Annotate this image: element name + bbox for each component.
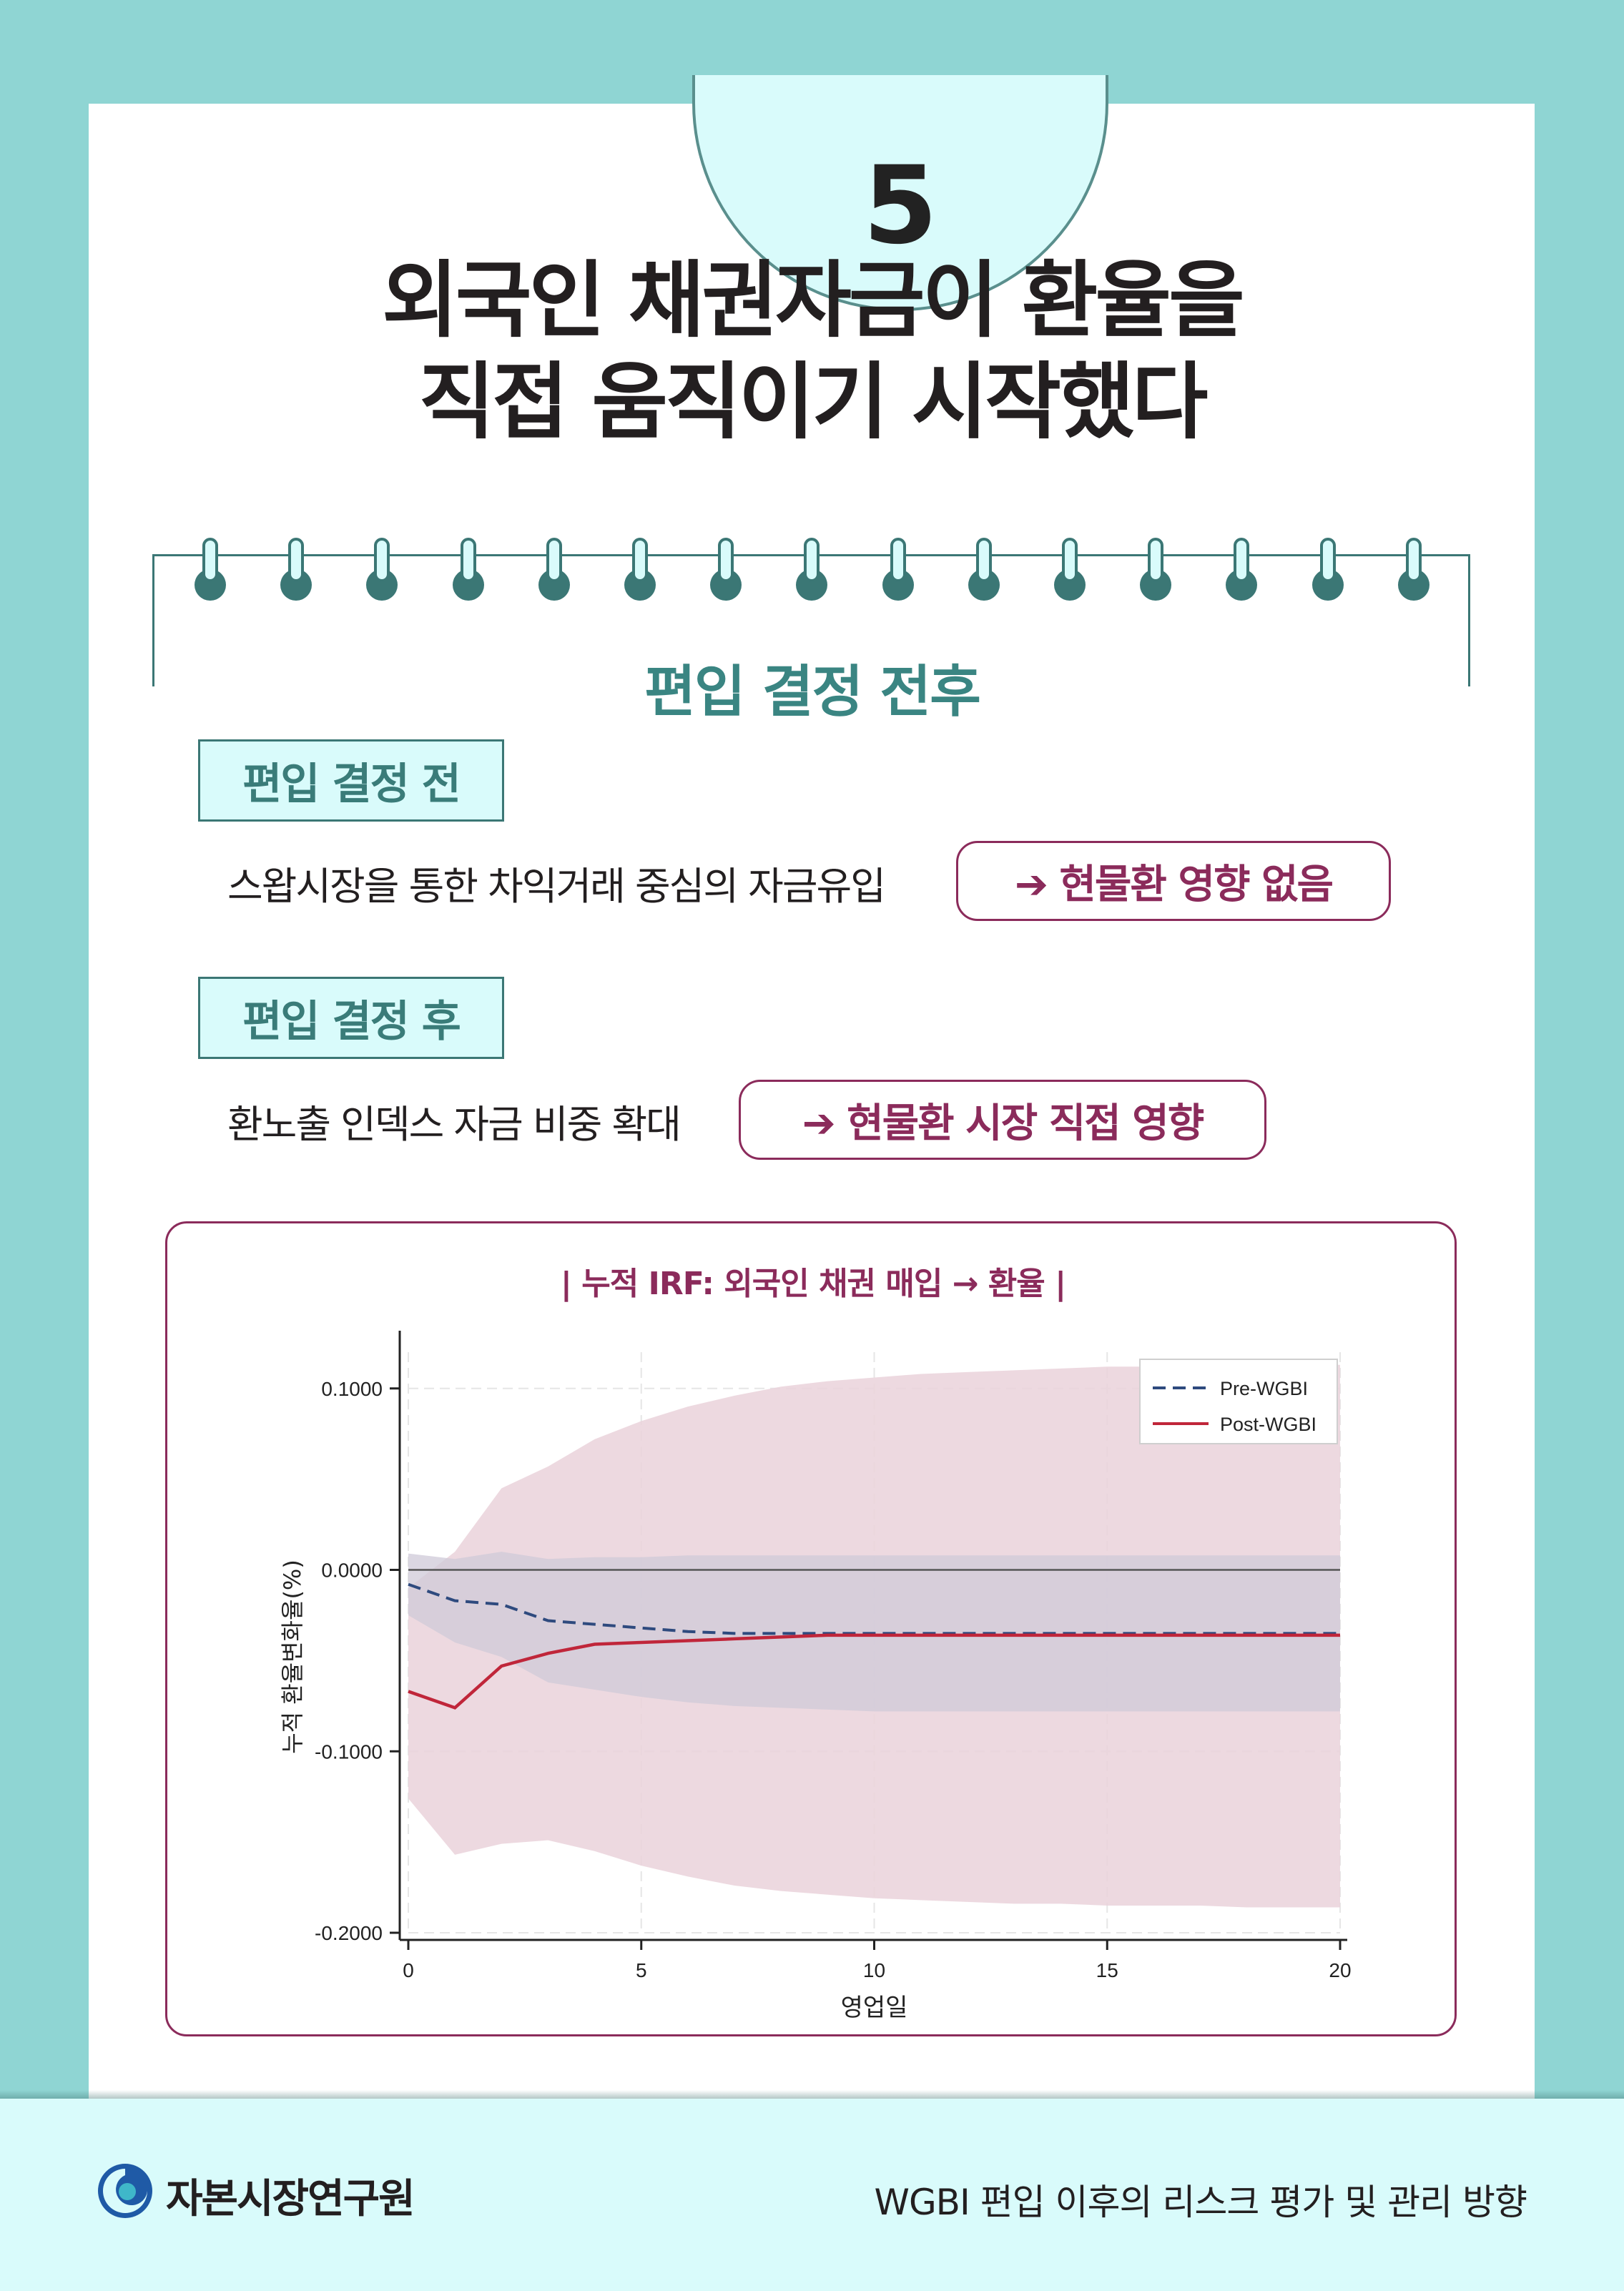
binder-ring: [452, 538, 484, 602]
x-tick-label: 0: [403, 1959, 414, 1981]
confidence-band-pre-wgbi: [408, 1552, 1340, 1712]
footer-shadow: [0, 2090, 1624, 2100]
chart-title: | 누적 IRF: 외국인 채권 매입 → 환율 |: [560, 1266, 1066, 1302]
series-line-pre-wgbi: [408, 1582, 1340, 1635]
before-effect-pill: ➔ 현물환 영향 없음: [956, 841, 1391, 921]
y-tick-label: 0.0000: [321, 1560, 383, 1582]
binder-ring: [624, 538, 656, 602]
binder-ring: [796, 538, 828, 602]
binder-ring: [1140, 538, 1172, 602]
series-line-post-wgbi: [408, 1633, 1340, 1710]
x-tick-label: 5: [636, 1959, 647, 1981]
legend-label-pre-wgbi: Pre-WGBI: [1220, 1378, 1308, 1399]
legend-label-post-wgbi: Post-WGBI: [1220, 1414, 1317, 1435]
kcmi-logo-icon: [98, 2164, 152, 2218]
after-tag: 편입 결정 후: [198, 977, 504, 1059]
binder-ring: [1397, 538, 1429, 602]
binder-ring: [710, 538, 742, 602]
before-tag: 편입 결정 전: [198, 739, 504, 822]
org-name: 자본시장연구원: [166, 2176, 415, 2222]
y-axis-label: 누적 환율변화율(%): [279, 1560, 306, 1754]
x-tick-label: 10: [863, 1959, 885, 1981]
after-description: 환노출 인덱스 자금 비중 확대: [227, 1102, 681, 1147]
legend-box: [1139, 1359, 1338, 1444]
report-title: WGBI 편입 이후의 리스크 평가 및 관리 방향: [874, 2182, 1527, 2223]
page-title-line2: 직접 움직이기 시작했다: [418, 353, 1209, 450]
binder-ring: [1226, 538, 1258, 602]
irf-chart: 0 5 10 15 20 0.1000 0.0000 -0.1000 -0.2000 영업일 누적 …: [279, 1331, 1352, 2022]
x-tick-label: 20: [1329, 1959, 1351, 1981]
before-description: 스왑시장을 통한 차익거래 중심의 자금유입: [227, 864, 886, 909]
x-axis-label: 영업일: [841, 1994, 908, 2022]
page-title-line1: 외국인 채권자금이 환율을: [382, 252, 1245, 349]
after-effect-pill: ➔ 현물환 시장 직접 영향: [739, 1080, 1266, 1160]
y-tick-label: -0.2000: [315, 1922, 383, 1944]
binder-ring: [1054, 538, 1086, 602]
binder-ring: [366, 538, 398, 602]
x-tick-label: 15: [1096, 1959, 1118, 1981]
y-tick-label: 0.1000: [321, 1378, 383, 1400]
section-number: 5: [862, 144, 938, 268]
binder-ring: [538, 538, 570, 602]
binder-ring: [195, 538, 226, 602]
section-title: 편입 결정 전후: [644, 660, 981, 724]
footer: [0, 2099, 1624, 2291]
y-tick-label: -0.1000: [315, 1740, 383, 1763]
binder-ring: [882, 538, 914, 602]
binder-ring: [968, 538, 1000, 602]
page-title: 외국인 채권자금이 환율을 직접 움직이기 시작했다: [0, 250, 1624, 453]
binder-ring: [1311, 538, 1344, 602]
binder-ring: [280, 538, 313, 602]
chart-container: | 누적 IRF: 외국인 채권 매입 → 환율 | 0 5 10 15 20 0.100…: [165, 1221, 1457, 2036]
